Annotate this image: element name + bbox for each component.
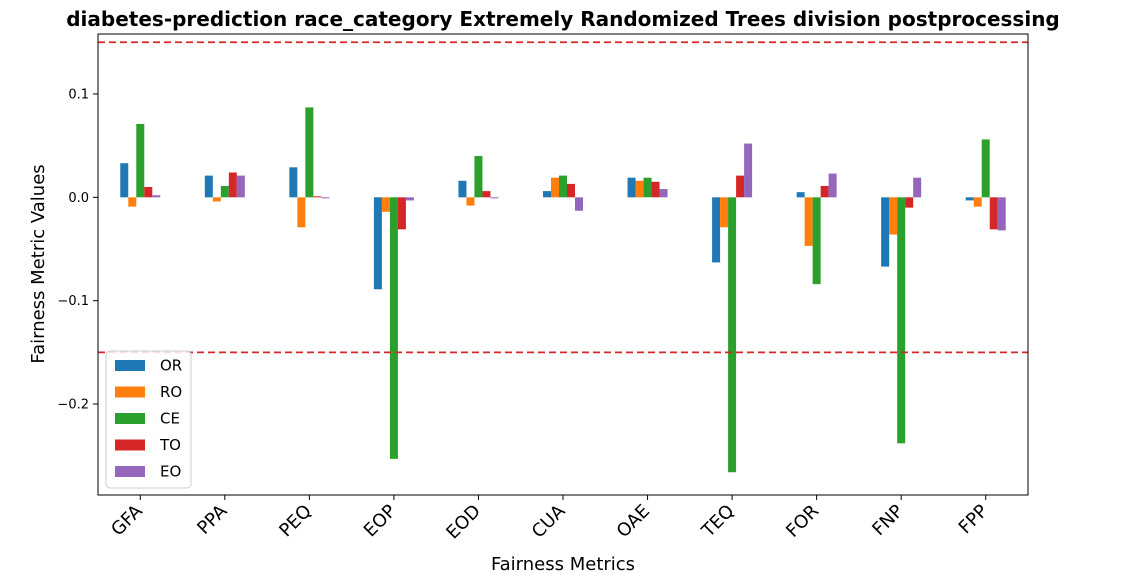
legend-swatch-ro: [115, 386, 145, 398]
x-tick-label: FOR: [782, 501, 823, 542]
bar-eo-teq: [744, 143, 753, 198]
bar-ce-peq: [305, 107, 314, 198]
legend-label-ro: RO: [160, 383, 182, 401]
legend-label-eo: EO: [160, 463, 181, 481]
y-tick-label: −0.2: [57, 398, 89, 413]
bar-to-eod: [482, 191, 491, 198]
bar-to-fpp: [989, 197, 998, 230]
chart-title: diabetes-prediction race_category Extrem…: [66, 7, 1060, 31]
bar-ro-cua: [551, 177, 559, 198]
x-axis-ticks: GFA PPA PEQ EOP EOD CUA OAE TEQ FOR FNP FPP: [107, 495, 992, 543]
legend-swatch-ce: [115, 413, 145, 424]
bar-eo-cua: [575, 197, 583, 211]
bar-to-for: [820, 185, 829, 198]
bar-ro-fpp: [973, 197, 982, 207]
bar-eo-ppa: [236, 175, 245, 198]
bar-ro-fnp: [889, 197, 898, 235]
bar-to-oae: [651, 181, 660, 198]
bar-ro-for: [804, 197, 813, 246]
y-axis-ticks: −0.2 −0.1 0.0 0.1: [57, 87, 98, 413]
bar-eo-eod: [490, 197, 499, 199]
bar-or-oae: [627, 177, 636, 198]
bar-ce-fnp: [897, 197, 906, 444]
x-tick-label: FPP: [955, 501, 993, 539]
bar-ce-cua: [559, 175, 567, 198]
bar-ce-eop: [389, 197, 398, 459]
x-tick-label: EOD: [442, 501, 485, 544]
y-tick-label: 0.1: [68, 87, 89, 102]
bar-ro-teq: [720, 197, 729, 228]
bar-to-ppa: [228, 172, 237, 198]
x-tick-label: OAE: [613, 501, 654, 542]
y-tick-label: −0.1: [57, 294, 89, 309]
bars-group: [120, 107, 1006, 473]
bar-or-eod: [458, 180, 467, 198]
x-axis-label: Fairness Metrics: [491, 554, 635, 575]
bar-ro-oae: [635, 180, 644, 198]
x-tick-label: PPA: [193, 500, 232, 539]
bar-to-cua: [567, 183, 575, 198]
legend-swatch-or: [115, 360, 145, 371]
bar-or-ppa: [204, 175, 213, 198]
bar-or-eop: [373, 197, 382, 290]
bar-eo-fnp: [913, 177, 922, 198]
bar-or-peq: [289, 167, 298, 198]
legend-label-or: OR: [160, 357, 182, 375]
bar-or-gfa: [120, 163, 129, 198]
bar-ce-oae: [643, 177, 652, 198]
bar-eo-gfa: [152, 195, 161, 198]
x-tick-label: CUA: [528, 500, 570, 542]
x-tick-label: FNP: [868, 501, 907, 540]
bar-to-fnp: [905, 197, 914, 208]
bar-ro-eod: [466, 197, 475, 206]
bar-eo-oae: [659, 189, 668, 198]
legend-swatch-eo: [115, 466, 145, 477]
y-axis-label: Fairness Metric Values: [28, 164, 49, 363]
legend-box: [105, 350, 192, 489]
bar-or-cua: [543, 191, 551, 198]
bar-eo-fpp: [997, 197, 1006, 231]
legend-label-to: TO: [159, 436, 181, 454]
legend-label-ce: CE: [160, 410, 180, 428]
legend: OR RO CE TO EO: [105, 350, 192, 489]
bar-ce-for: [812, 197, 821, 285]
bar-eo-for: [828, 173, 837, 198]
x-tick-label: EOP: [360, 501, 401, 542]
bar-ce-eod: [474, 155, 483, 198]
x-tick-label: TEQ: [697, 501, 738, 542]
bar-ro-ppa: [212, 197, 221, 202]
y-tick-label: 0.0: [68, 191, 89, 206]
bar-ro-peq: [297, 197, 306, 228]
bar-eo-eop: [405, 197, 414, 201]
bar-or-teq: [712, 197, 721, 263]
reference-lines: [98, 41, 1028, 354]
bar-to-peq: [313, 196, 322, 198]
legend-swatch-to: [115, 439, 145, 451]
bar-ce-fpp: [981, 139, 990, 198]
bar-or-fnp: [881, 197, 890, 267]
x-tick-label: PEQ: [275, 501, 316, 542]
bar-ce-gfa: [136, 123, 145, 198]
bar-or-for: [796, 192, 805, 198]
bar-ce-ppa: [220, 185, 229, 198]
bar-to-gfa: [144, 186, 153, 198]
bar-ro-eop: [381, 197, 390, 212]
bar-eo-peq: [321, 197, 330, 199]
bar-or-fpp: [965, 197, 974, 201]
bar-to-eop: [397, 197, 406, 230]
x-tick-label: GFA: [107, 500, 147, 540]
bar-to-teq: [736, 175, 745, 198]
bar-ro-gfa: [128, 197, 137, 207]
bar-ce-teq: [728, 197, 737, 473]
